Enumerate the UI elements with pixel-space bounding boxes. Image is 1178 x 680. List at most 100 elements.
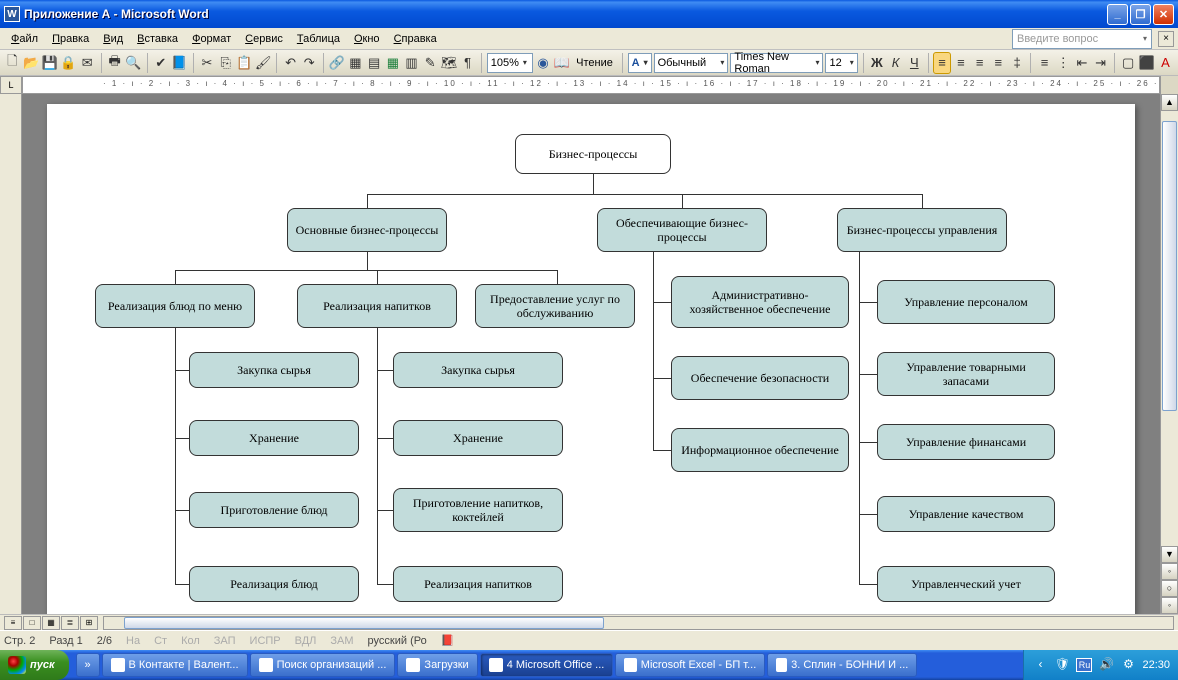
taskbar-item-2[interactable]: Загрузки [397,653,477,677]
status-book-icon[interactable]: 📕 [441,634,455,647]
view-mode-button-2[interactable]: ▦ [42,616,60,630]
font-size-combo[interactable]: 12▾ [825,53,857,73]
menu-файл[interactable]: Файл [4,31,45,47]
align-left-icon[interactable]: ≡ [933,52,950,74]
tray-shield-icon[interactable]: 🛡 [1054,657,1070,673]
vertical-ruler[interactable] [0,94,22,614]
redo-icon[interactable]: ↷ [301,52,318,74]
quick-launch-icon[interactable]: » [76,653,100,677]
insert-table-icon[interactable]: ▤ [366,52,383,74]
indent-inc-icon[interactable]: ⇥ [1092,52,1109,74]
taskbar-item-3[interactable]: 4 Microsoft Office ... [480,653,614,677]
undo-icon[interactable]: ↶ [282,52,299,74]
diagram-node-c1b1[interactable]: Закупка сырья [393,352,563,388]
diagram-node-c1b3[interactable]: Приготовление напитков, коктейлей [393,488,563,532]
maximize-button[interactable]: ❐ [1130,4,1151,25]
view-mode-button-4[interactable]: ⊞ [80,616,98,630]
menu-формат[interactable]: Формат [185,31,238,47]
diagram-node-c2c[interactable]: Информационное обеспечение [671,428,849,472]
print-icon[interactable]: 🖶 [106,52,123,74]
diagram-node-c3b[interactable]: Управление товарными запасами [877,352,1055,396]
diagram-node-c1c[interactable]: Предоставление услуг по обслуживанию [475,284,635,328]
diagram-node-c1a[interactable]: Реализация блюд по меню [95,284,255,328]
status-language[interactable]: русский (Ро [368,635,427,647]
research-icon[interactable]: 📘 [171,52,188,74]
paste-icon[interactable]: 📋 [236,52,253,74]
permission-icon[interactable]: 🔒 [60,52,77,74]
menu-таблица[interactable]: Таблица [290,31,347,47]
vertical-scrollbar[interactable]: ▲ ▼ ◦ ○ ◦ [1160,94,1178,614]
excel-icon[interactable]: ▦ [384,52,401,74]
start-button[interactable]: пуск [0,650,69,680]
tray-network-icon[interactable]: ⚙ [1120,657,1136,673]
menu-вид[interactable]: Вид [96,31,130,47]
diagram-node-c1[interactable]: Основные бизнес-процессы [287,208,447,252]
zoom-combo[interactable]: 105%▾ [487,53,533,73]
bullets-icon[interactable]: ⋮ [1055,52,1072,74]
hyperlink-icon[interactable]: 🔗 [328,52,345,74]
columns-icon[interactable]: ▥ [403,52,420,74]
next-page-button[interactable]: ◦ [1161,597,1178,614]
menu-сервис[interactable]: Сервис [238,31,290,47]
diagram-node-c3d[interactable]: Управление качеством [877,496,1055,532]
indent-dec-icon[interactable]: ⇤ [1074,52,1091,74]
tray-arrow-icon[interactable]: ‹ [1032,657,1048,673]
cut-icon[interactable]: ✂ [199,52,216,74]
close-button[interactable]: ✕ [1153,4,1174,25]
taskbar-item-4[interactable]: Microsoft Excel - БП т... [615,653,765,677]
tables-borders-icon[interactable]: ▦ [347,52,364,74]
diagram-node-c1a2[interactable]: Хранение [189,420,359,456]
open-icon[interactable]: 📂 [23,52,40,74]
view-mode-button-0[interactable]: ≡ [4,616,22,630]
doc-map-icon[interactable]: 🗺 [441,52,458,74]
diagram-node-c2b[interactable]: Обеспечение безопасности [671,356,849,400]
style-name-combo[interactable]: Обычный▾ [654,53,729,73]
menu-вставка[interactable]: Вставка [130,31,185,47]
font-color-icon[interactable]: A [1157,52,1174,74]
show-para-icon[interactable]: ¶ [459,52,476,74]
tray-clock[interactable]: 22:30 [1142,659,1170,671]
copy-icon[interactable]: ⎘ [217,52,234,74]
horizontal-ruler[interactable] [22,76,1160,94]
diagram-node-c3a[interactable]: Управление персоналом [877,280,1055,324]
tray-language[interactable]: Ru [1076,658,1092,672]
taskbar-item-5[interactable]: 3. Сплин - БОННИ И ... [767,653,917,677]
diagram-node-c1a1[interactable]: Закупка сырья [189,352,359,388]
minimize-button[interactable]: _ [1107,4,1128,25]
diagram-node-c3[interactable]: Бизнес-процессы управления [837,208,1007,252]
browse-object-button[interactable]: ○ [1161,580,1178,597]
drawing-icon[interactable]: ✎ [422,52,439,74]
close-document-button[interactable]: × [1158,31,1174,47]
bold-button[interactable]: Ж [869,52,886,74]
taskbar-item-0[interactable]: В Контакте | Валент... [102,653,248,677]
highlight-icon[interactable]: ⬛ [1138,52,1155,74]
menu-справка[interactable]: Справка [387,31,444,47]
diagram-node-c1b[interactable]: Реализация напитков [297,284,457,328]
numbering-icon[interactable]: ≡ [1036,52,1053,74]
help-icon[interactable]: ◉ [535,52,552,74]
diagram-node-c1b2[interactable]: Хранение [393,420,563,456]
align-center-icon[interactable]: ≡ [953,52,970,74]
align-right-icon[interactable]: ≡ [971,52,988,74]
view-mode-button-3[interactable]: ≣ [61,616,79,630]
diagram-node-c3c[interactable]: Управление финансами [877,424,1055,460]
spell-icon[interactable]: ✔ [152,52,169,74]
font-combo[interactable]: Times New Roman▾ [730,53,823,73]
format-painter-icon[interactable]: 🖌 [255,52,272,74]
view-mode-button-1[interactable]: □ [23,616,41,630]
save-icon[interactable]: 💾 [41,52,58,74]
diagram-node-c3e[interactable]: Управленческий учет [877,566,1055,602]
diagram-node-root[interactable]: Бизнес-процессы [515,134,671,174]
diagram-node-c1a3[interactable]: Приготовление блюд [189,492,359,528]
menu-окно[interactable]: Окно [347,31,387,47]
preview-icon[interactable]: 🔍 [125,52,142,74]
horizontal-scrollbar[interactable] [103,616,1174,630]
tray-volume-icon[interactable]: 🔊 [1098,657,1114,673]
new-doc-icon[interactable]: 🗋 [4,52,21,74]
taskbar-item-1[interactable]: Поиск организаций ... [250,653,396,677]
underline-button[interactable]: Ч [906,52,923,74]
diagram-node-c2a[interactable]: Административно-хозяйственное обеспечени… [671,276,849,328]
scroll-track[interactable] [1161,111,1178,546]
ask-question-box[interactable]: Введите вопрос ▾ [1012,29,1152,49]
document-page[interactable]: Бизнес-процессы Основные бизнес-процессы О… [47,104,1135,614]
